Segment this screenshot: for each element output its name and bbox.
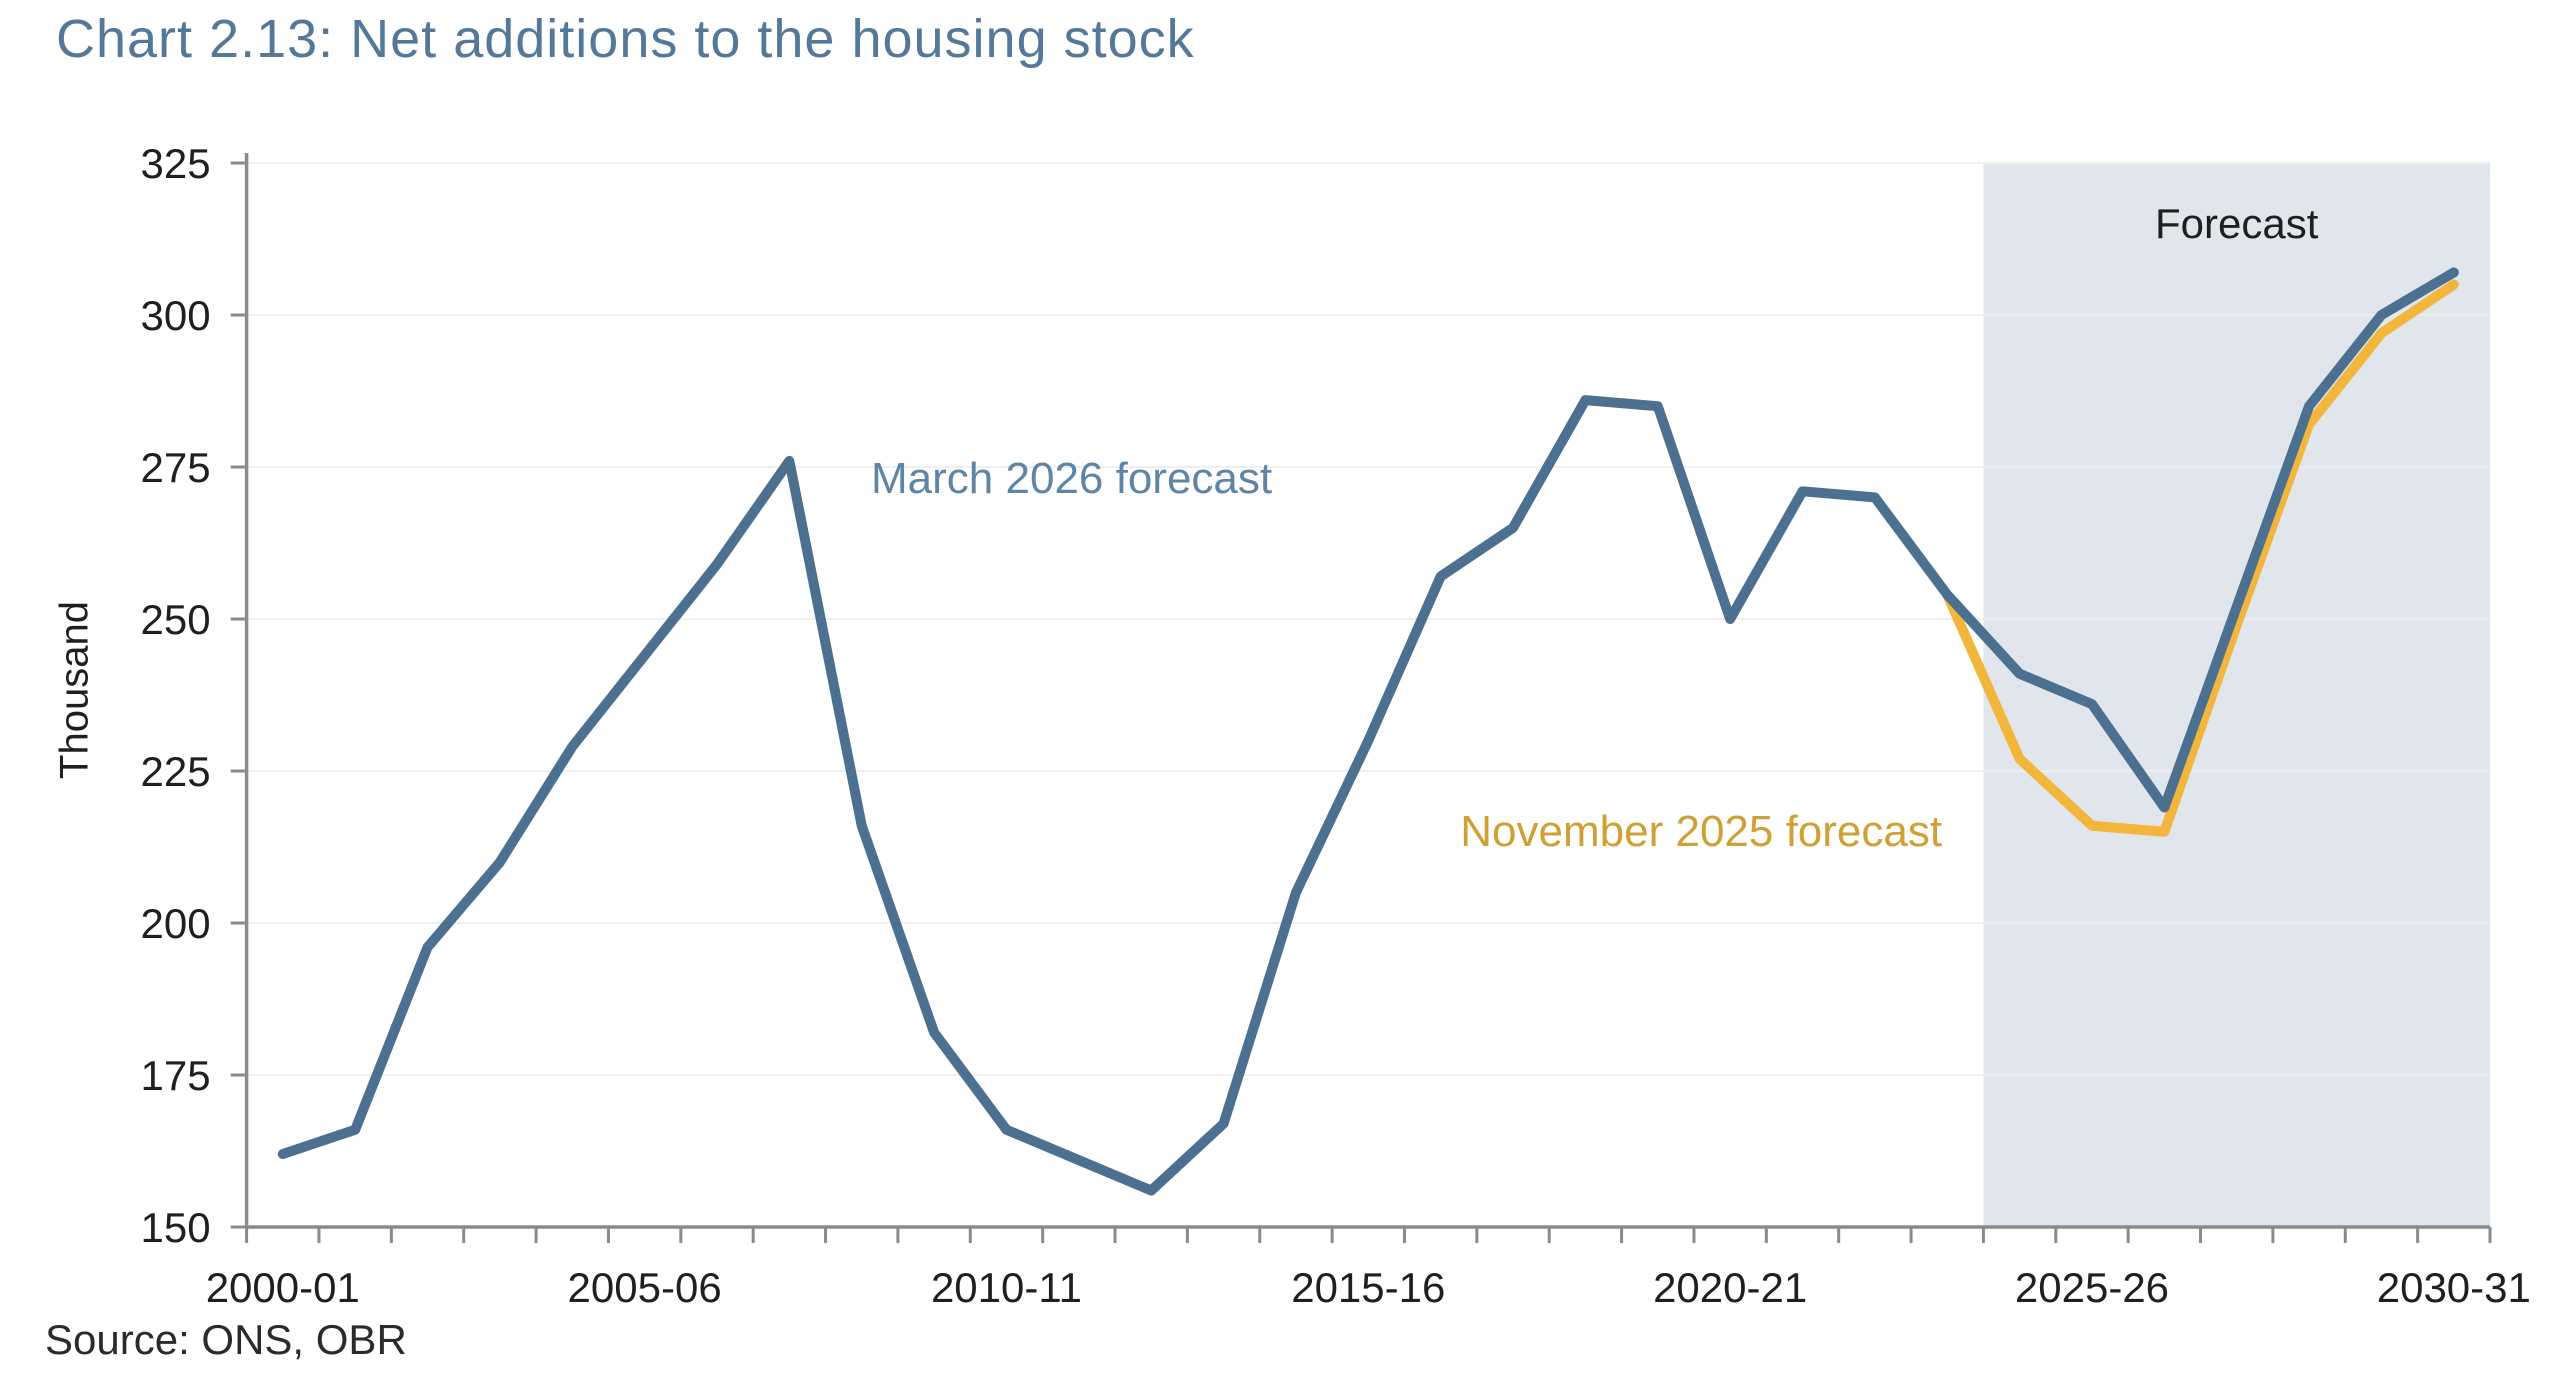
y-tick-label: 175 bbox=[141, 1052, 211, 1099]
y-tick-label: 275 bbox=[141, 444, 211, 491]
x-tick-label: 2020-21 bbox=[1653, 1264, 1807, 1311]
x-tick-label: 2010-11 bbox=[931, 1264, 1082, 1311]
annotation-november-2025-forecast: November 2025 forecast bbox=[1460, 806, 1943, 856]
y-tick-label: 300 bbox=[141, 292, 211, 339]
x-tick-label: 2030-31 bbox=[2377, 1264, 2531, 1311]
chart-title: Chart 2.13: Net additions to the housing… bbox=[56, 9, 1195, 69]
y-tick-label: 225 bbox=[141, 748, 211, 795]
march-2026-line bbox=[277, 267, 2459, 1196]
y-tick-label: 250 bbox=[141, 596, 211, 643]
y-tick-label: 200 bbox=[141, 900, 211, 947]
x-tick-label: 2000-01 bbox=[206, 1264, 360, 1311]
x-tick-label: 2015-16 bbox=[1291, 1264, 1445, 1311]
annotation-march-2026-forecast: March 2026 forecast bbox=[871, 454, 1273, 504]
x-tick-label: 2005-06 bbox=[568, 1264, 722, 1311]
x-tick-label: 2025-26 bbox=[2015, 1264, 2169, 1311]
annotation-forecast: Forecast bbox=[2155, 199, 2319, 247]
source-note: Source: ONS, OBR bbox=[45, 1316, 407, 1363]
y-tick-label: 325 bbox=[141, 140, 211, 187]
y-tick-label: 150 bbox=[141, 1204, 211, 1251]
november-2025-line bbox=[1942, 279, 2459, 837]
